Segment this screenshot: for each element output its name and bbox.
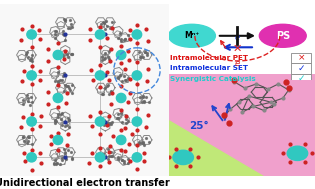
Text: 25°: 25°: [189, 121, 209, 131]
Circle shape: [132, 117, 142, 126]
Circle shape: [53, 50, 63, 60]
Circle shape: [27, 153, 36, 162]
Circle shape: [53, 93, 63, 103]
Text: Synergistic Catalysis: Synergistic Catalysis: [170, 76, 256, 82]
FancyBboxPatch shape: [291, 64, 311, 74]
Text: ✓: ✓: [297, 74, 305, 83]
Circle shape: [116, 50, 126, 60]
Circle shape: [173, 150, 193, 165]
Circle shape: [132, 153, 142, 162]
Circle shape: [27, 30, 36, 39]
Text: Unidirectional electron transfer: Unidirectional electron transfer: [0, 178, 169, 188]
Text: Intramolecular PET: Intramolecular PET: [170, 55, 248, 61]
Circle shape: [132, 30, 142, 39]
FancyBboxPatch shape: [291, 74, 311, 84]
Circle shape: [95, 117, 105, 126]
Circle shape: [169, 24, 215, 47]
Circle shape: [132, 71, 142, 80]
Circle shape: [53, 135, 63, 145]
Text: Mⁿ⁺: Mⁿ⁺: [184, 31, 200, 40]
Text: ✓: ✓: [297, 64, 305, 73]
Circle shape: [95, 153, 105, 162]
Text: PS: PS: [276, 31, 290, 41]
Circle shape: [95, 71, 105, 80]
Circle shape: [259, 24, 306, 47]
Circle shape: [116, 93, 126, 103]
Text: ✕: ✕: [233, 43, 242, 53]
Circle shape: [287, 146, 308, 160]
FancyBboxPatch shape: [291, 53, 311, 63]
Circle shape: [27, 71, 36, 80]
Text: Intramolecular SET: Intramolecular SET: [170, 65, 248, 71]
Text: ×: ×: [297, 53, 305, 63]
Circle shape: [116, 135, 126, 145]
Circle shape: [27, 117, 36, 126]
Polygon shape: [169, 120, 264, 176]
Text: e: e: [235, 59, 240, 68]
Text: e: e: [235, 33, 240, 42]
Circle shape: [95, 30, 105, 39]
